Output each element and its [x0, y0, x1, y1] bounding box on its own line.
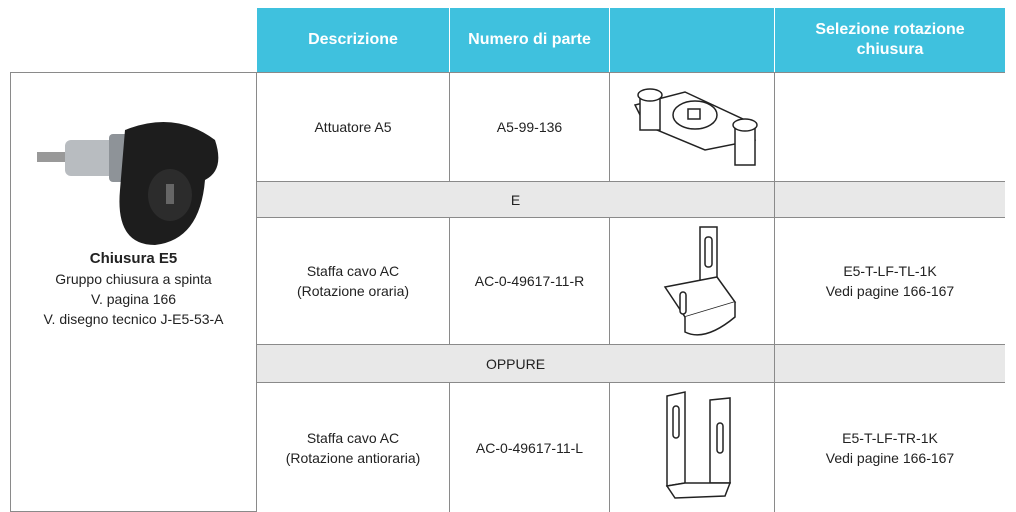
part-number: A5-99-136 — [496, 119, 563, 135]
header-text: Descrizione — [308, 31, 398, 48]
cell: Staffa cavo AC (Rotazione antioraria) — [257, 383, 450, 512]
part-number: AC-0-49617-11-R — [474, 273, 585, 289]
product-line: V. disegno tecnico J-E5-53-A — [43, 311, 224, 327]
cell — [610, 72, 775, 182]
cell: AC-0-49617-11-R — [450, 218, 610, 345]
header-text: Numero di parte — [468, 31, 591, 48]
separator-text: E — [510, 191, 521, 208]
lock-image — [37, 122, 219, 245]
separator-text: OPPURE — [485, 355, 546, 372]
product-title: Chiusura E5 — [89, 250, 178, 267]
cell: AC-0-49617-11-L — [450, 383, 610, 512]
description: Staffa cavo AC — [306, 429, 400, 446]
cell: E5-T-LF-TR-1K Vedi pagine 166-167 — [775, 383, 1005, 512]
separator-cell: OPPURE — [257, 345, 775, 383]
selection: Vedi pagine 166-167 — [825, 283, 955, 299]
cell: E5-T-LF-TL-1K Vedi pagine 166-167 — [775, 218, 1005, 345]
selection: E5-T-LF-TL-1K — [843, 263, 937, 279]
part-number: AC-0-49617-11-L — [475, 439, 584, 456]
product-line: V. pagina 166 — [90, 291, 177, 307]
cell: A5-99-136 — [450, 72, 610, 182]
separator-cell — [775, 182, 1005, 218]
cell — [610, 218, 775, 345]
cell: Attuatore A5 — [257, 72, 450, 182]
header-cell: Selezione rotazione chiusura — [775, 8, 1005, 72]
bracket-image — [663, 226, 737, 336]
separator-cell — [775, 345, 1005, 383]
selection: Vedi pagine 166-167 — [825, 449, 955, 466]
bracket-image — [665, 391, 732, 499]
description: (Rotazione oraria) — [296, 283, 410, 299]
header-cell: Descrizione — [257, 8, 450, 72]
description: Staffa cavo AC — [306, 263, 400, 279]
actuator-image — [633, 88, 758, 166]
selection: E5-T-LF-TR-1K — [842, 429, 938, 446]
cell — [775, 72, 1005, 182]
header-text: Selezione rotazione chiusura — [815, 21, 965, 58]
product-line: Gruppo chiusura a spinta — [55, 271, 212, 287]
cell: Staffa cavo AC (Rotazione oraria) — [257, 218, 450, 345]
description: Attuatore A5 — [314, 119, 392, 135]
header-cell — [610, 8, 775, 72]
header-cell: Numero di parte — [450, 8, 610, 72]
cell — [610, 383, 775, 512]
description: (Rotazione antioraria) — [285, 449, 421, 466]
product-cell: Chiusura E5 Gruppo chiusura a spinta V. … — [10, 72, 257, 512]
separator-cell: E — [257, 182, 775, 218]
